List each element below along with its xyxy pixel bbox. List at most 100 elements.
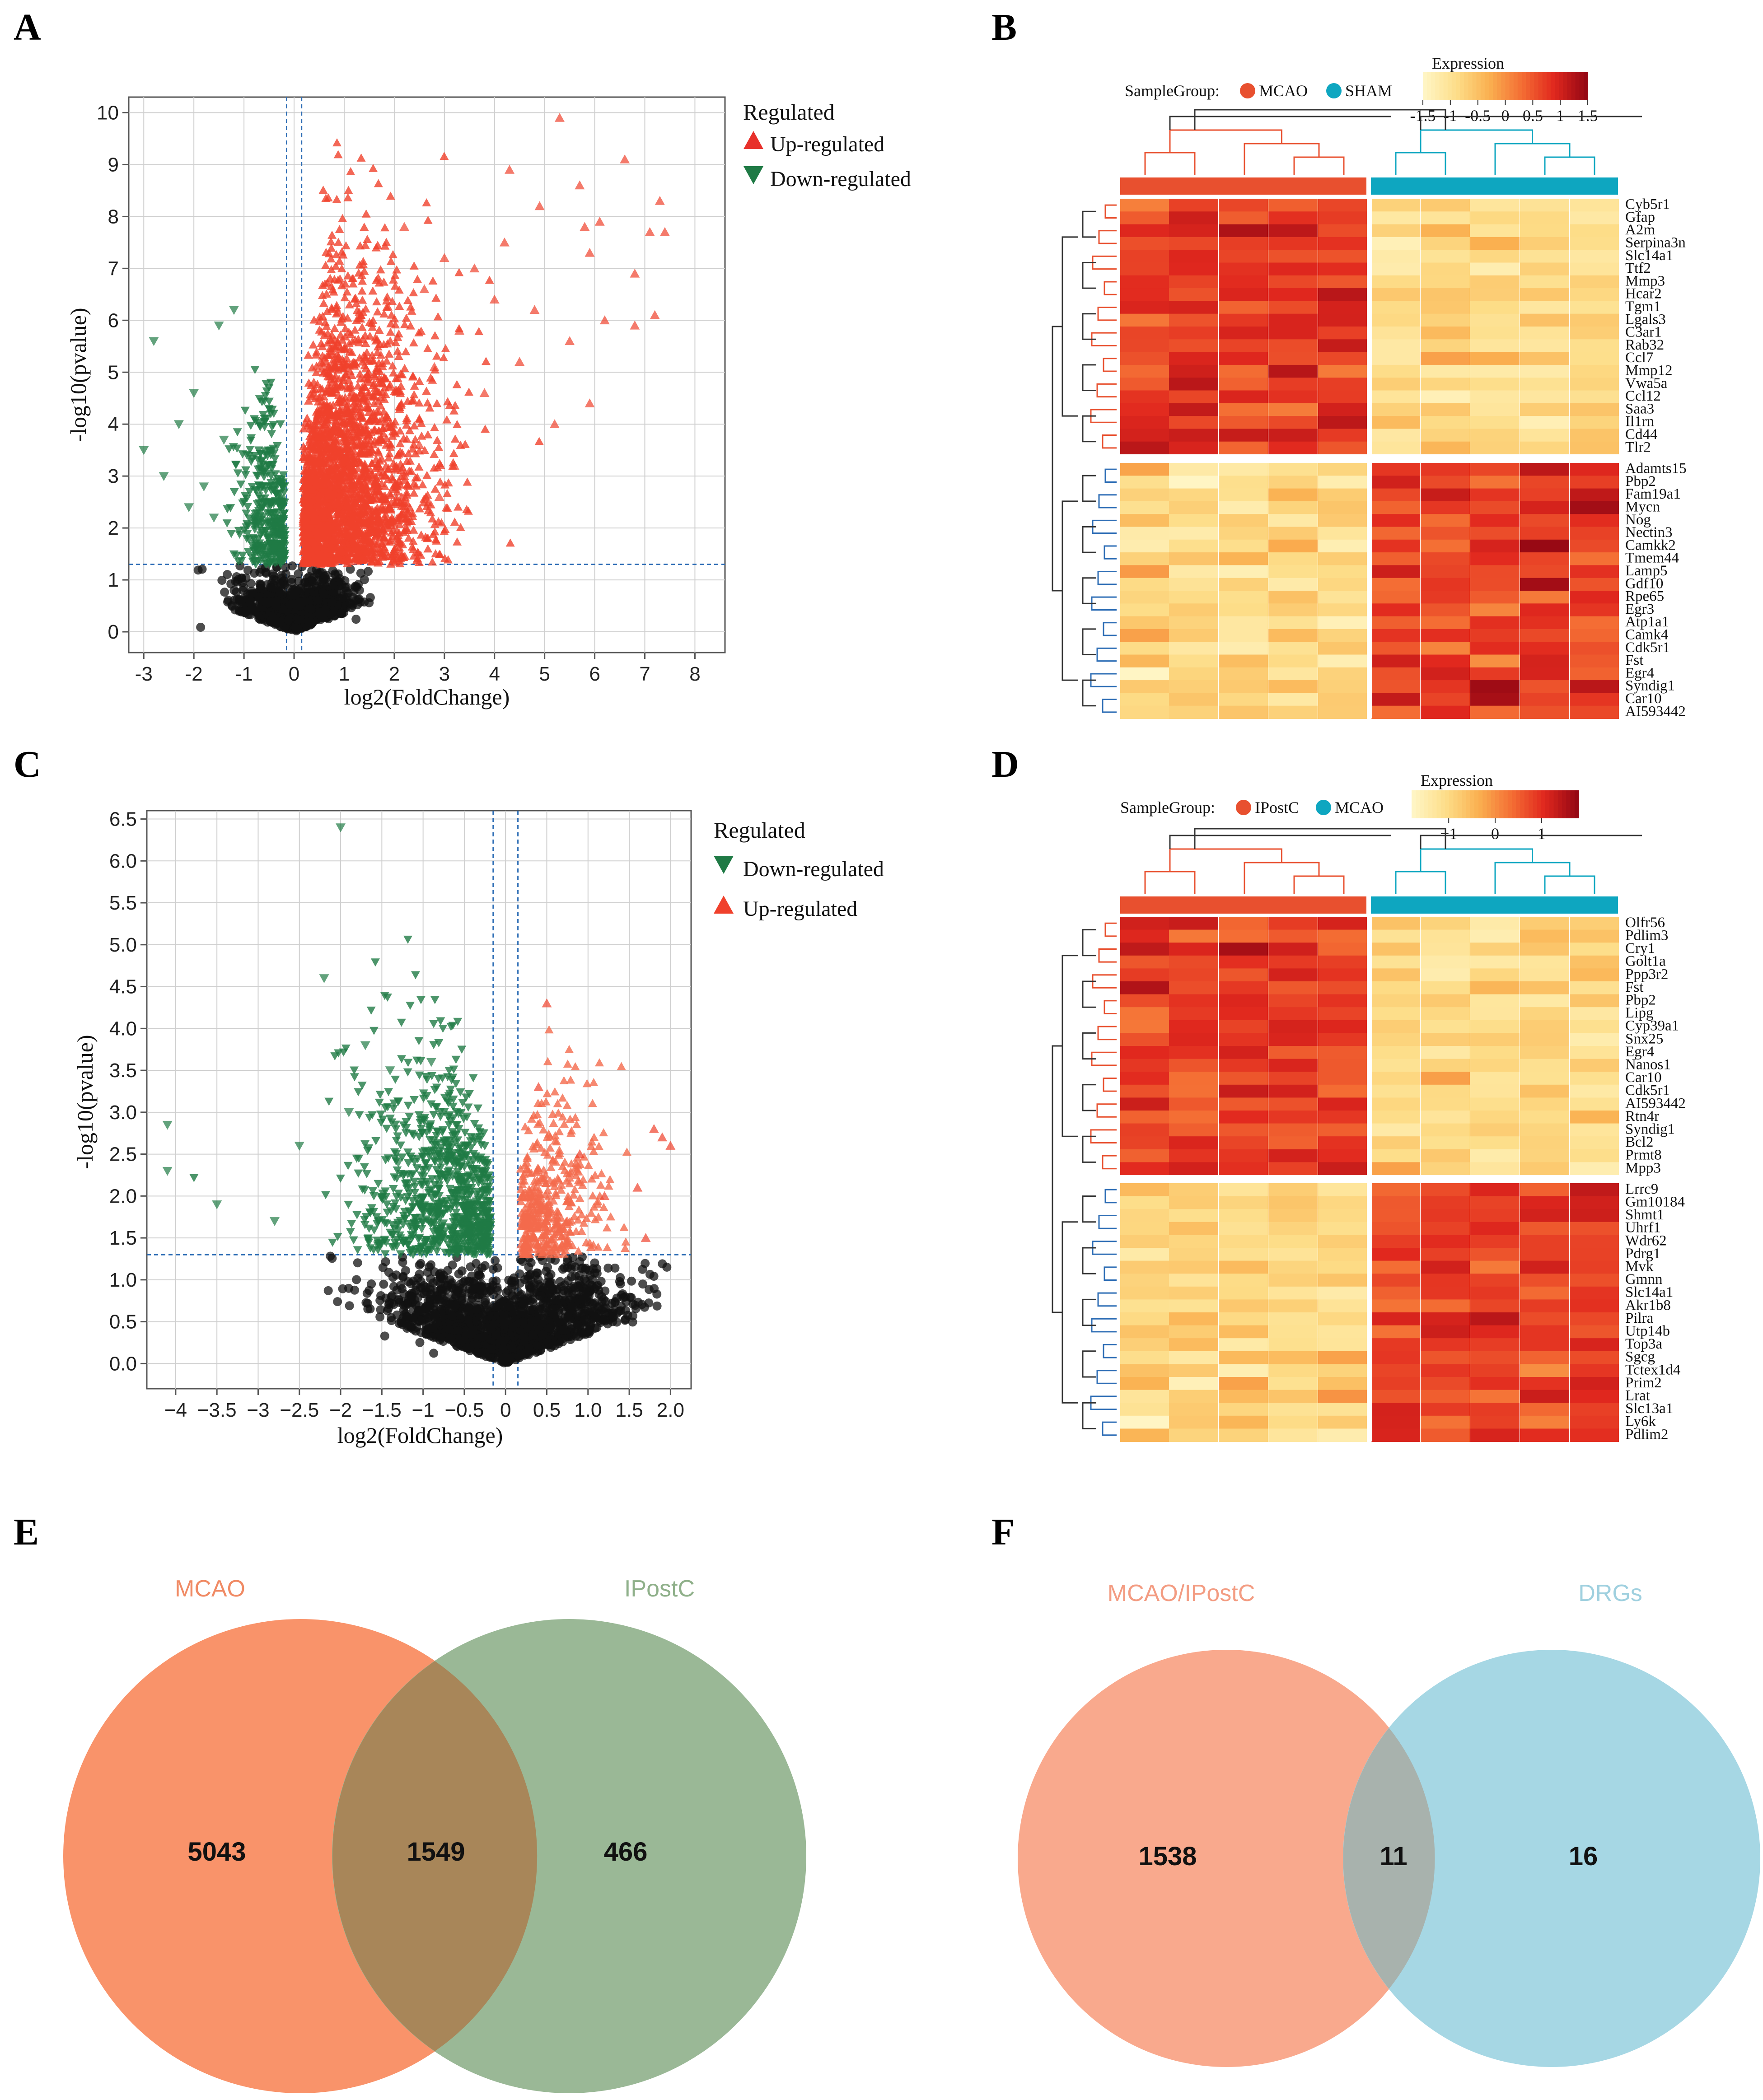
nonsignificant-point bbox=[299, 597, 308, 606]
up-regulated-point bbox=[386, 191, 395, 200]
up-regulated-point bbox=[565, 336, 575, 345]
nonsignificant-point bbox=[302, 621, 312, 631]
panel-letter-b: B bbox=[991, 6, 1017, 48]
up-regulated-point bbox=[423, 490, 432, 499]
nonsignificant-point bbox=[292, 602, 301, 611]
down-regulated-point bbox=[267, 430, 276, 439]
up-regulated-point bbox=[419, 284, 430, 294]
up-regulated-point bbox=[429, 362, 440, 371]
nonsignificant-point bbox=[328, 566, 337, 575]
nonsignificant-point bbox=[249, 603, 259, 613]
down-regulated-point bbox=[209, 513, 219, 523]
up-regulated-point bbox=[361, 209, 371, 218]
nonsignificant-point bbox=[415, 1260, 424, 1270]
down-regulated-point bbox=[184, 503, 194, 513]
up-regulated-point bbox=[430, 331, 440, 340]
up-regulated-point bbox=[318, 312, 327, 320]
nonsignificant-point bbox=[266, 582, 276, 592]
y-tick-label: 5 bbox=[108, 361, 119, 383]
up-regulated-point bbox=[322, 322, 331, 330]
up-regulated-point bbox=[630, 268, 640, 278]
up-regulated-point bbox=[389, 275, 398, 284]
nonsignificant-point bbox=[379, 1279, 388, 1289]
up-regulated-point bbox=[368, 286, 378, 295]
down-regulated-point bbox=[149, 337, 159, 346]
up-regulated-point bbox=[420, 446, 430, 454]
up-regulated-point bbox=[317, 339, 326, 347]
up-regulated-point bbox=[474, 327, 484, 336]
x-tick-label: 8 bbox=[689, 663, 700, 685]
up-regulated-point bbox=[358, 295, 367, 304]
up-regulated-point bbox=[402, 488, 412, 496]
up-regulated-point bbox=[335, 224, 344, 233]
nonsignificant-point bbox=[352, 582, 362, 592]
y-tick-label: 10 bbox=[97, 102, 119, 124]
nonsignificant-point bbox=[306, 604, 315, 613]
up-regulated-point bbox=[401, 347, 411, 355]
up-regulated-point bbox=[357, 322, 367, 331]
down-regulated-point bbox=[214, 321, 224, 331]
up-regulated-point bbox=[309, 340, 318, 349]
x-tick-label: -1 bbox=[235, 663, 253, 685]
up-regulated-point bbox=[452, 420, 462, 429]
up-regulated-point bbox=[384, 349, 394, 358]
up-regulated-point bbox=[434, 443, 444, 451]
up-regulated-point bbox=[312, 368, 321, 376]
up-regulated-point bbox=[439, 353, 449, 362]
up-regulated-point bbox=[423, 544, 433, 553]
down-regulated-point bbox=[231, 460, 240, 469]
up-regulated-point bbox=[434, 492, 444, 501]
up-regulated-point bbox=[400, 364, 409, 372]
up-regulated-point bbox=[388, 431, 397, 440]
nonsignificant-point bbox=[316, 579, 326, 588]
down-regulated-point bbox=[246, 421, 256, 430]
up-regulated-point bbox=[417, 431, 426, 440]
down-regulated-point bbox=[159, 472, 169, 481]
nonsignificant-point bbox=[603, 1263, 613, 1273]
up-regulated-point bbox=[390, 281, 400, 290]
up-regulated-point bbox=[330, 324, 339, 332]
up-regulated-point bbox=[346, 167, 355, 175]
nonsignificant-point bbox=[381, 1257, 390, 1266]
legend-up-label: Up-regulated bbox=[770, 132, 884, 156]
up-regulated-point bbox=[439, 253, 449, 262]
up-regulated-point bbox=[395, 426, 405, 435]
up-regulated-point bbox=[332, 195, 341, 203]
nonsignificant-point bbox=[288, 561, 297, 571]
up-regulated-point bbox=[409, 288, 418, 297]
down-regulated-point bbox=[247, 457, 256, 466]
up-regulated-point bbox=[319, 299, 328, 307]
down-regulated-point bbox=[246, 436, 256, 445]
nonsignificant-point bbox=[196, 622, 206, 632]
nonsignificant-point bbox=[345, 1301, 354, 1311]
nonsignificant-point bbox=[304, 614, 314, 623]
panel-letter-a: A bbox=[14, 6, 41, 48]
down-regulated-point bbox=[189, 389, 199, 398]
up-regulated-point bbox=[575, 180, 585, 190]
nonsignificant-point bbox=[267, 616, 276, 625]
up-regulated-point bbox=[386, 257, 396, 265]
up-regulated-point bbox=[454, 502, 463, 511]
nonsignificant-point bbox=[328, 581, 338, 590]
up-regulated-point bbox=[450, 518, 459, 526]
up-regulated-point bbox=[463, 477, 472, 486]
up-regulated-point bbox=[453, 537, 462, 546]
down-regulated-point bbox=[222, 519, 232, 528]
down-regulated-point bbox=[229, 488, 239, 496]
up-regulated-point bbox=[372, 297, 381, 306]
y-tick-label: 1 bbox=[108, 569, 119, 591]
up-regulated-point bbox=[655, 196, 665, 205]
nonsignificant-point bbox=[299, 578, 309, 588]
nonsignificant-point bbox=[313, 569, 322, 578]
up-regulated-point bbox=[659, 227, 670, 236]
nonsignificant-point bbox=[567, 1272, 576, 1282]
up-regulated-point bbox=[407, 396, 417, 405]
nonsignificant-point bbox=[364, 567, 373, 576]
x-tick-label: -2 bbox=[185, 663, 203, 685]
up-regulated-point bbox=[374, 273, 383, 282]
up-regulated-point bbox=[326, 237, 336, 246]
up-regulated-point bbox=[534, 201, 545, 210]
up-regulated-point bbox=[630, 320, 640, 330]
up-regulated-point bbox=[514, 357, 525, 366]
y-tick-label: 0 bbox=[108, 621, 119, 643]
